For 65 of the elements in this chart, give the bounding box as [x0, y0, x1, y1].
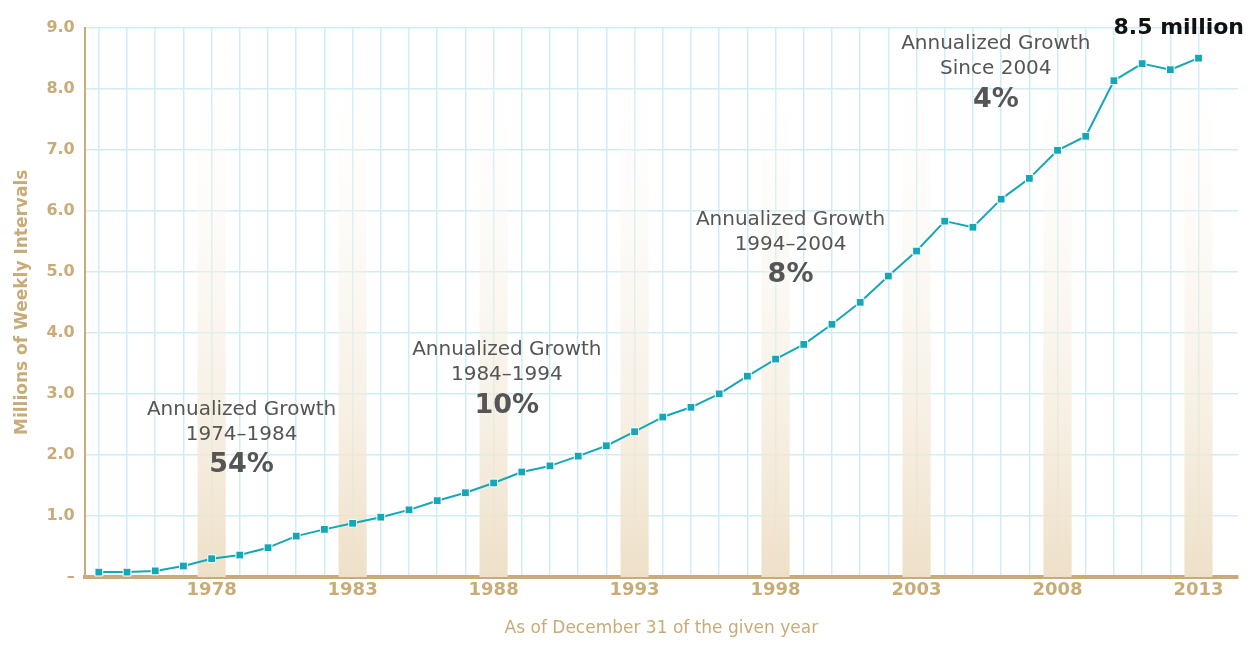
point [1137, 59, 1147, 69]
y-tick-label: 4.0 [46, 321, 75, 341]
y-tick-label: – [66, 566, 75, 586]
point [235, 550, 245, 560]
point [602, 441, 611, 451]
point [1081, 131, 1091, 141]
x-tick-label: 1998 [750, 578, 801, 600]
annotation: Annualized Growth 1984–1994 10% [412, 336, 602, 420]
y-tick-label: 2.0 [46, 444, 75, 464]
point [686, 402, 696, 412]
point [291, 531, 301, 541]
annotation: Annualized Growth Since 2004 4% [901, 30, 1091, 114]
point [940, 216, 950, 226]
y-tick-label: 5.0 [46, 260, 75, 280]
point [573, 451, 583, 461]
point [404, 505, 414, 515]
y-tick-label: 9.0 [46, 16, 75, 36]
point [207, 554, 217, 564]
y-tick-label: 6.0 [46, 199, 75, 219]
x-tick-label: 1993 [609, 578, 660, 600]
x-axis-title: As of December 31 of the given year [504, 617, 819, 638]
point [179, 561, 188, 571]
point [996, 194, 1006, 204]
point [855, 297, 865, 307]
y-tick-label: 3.0 [46, 383, 75, 403]
point [1053, 145, 1062, 155]
x-tick-label: 1983 [327, 578, 378, 600]
point [348, 518, 357, 528]
y-tick-label: 8.0 [46, 77, 75, 97]
point [630, 427, 639, 437]
point [517, 467, 527, 477]
point [150, 566, 160, 576]
point [714, 389, 724, 399]
x-tick-label: 1988 [468, 578, 519, 600]
y-axis-title: Millions of Weekly Intervals [10, 169, 31, 435]
point [461, 488, 470, 498]
point [1024, 173, 1034, 183]
point [771, 354, 780, 364]
annotation: Annualized Growth 1974–1984 54% [146, 395, 337, 479]
x-tick-label: 1978 [186, 578, 237, 600]
point [827, 319, 837, 329]
point [799, 340, 809, 349]
point [545, 461, 555, 471]
point [1194, 53, 1203, 63]
point [320, 525, 329, 534]
y-tick-label: 1.0 [46, 505, 75, 525]
point [432, 496, 442, 506]
point [94, 567, 104, 577]
point [1165, 65, 1175, 75]
y-tick-label: 7.0 [46, 138, 75, 158]
point [742, 371, 752, 381]
x-tick-label: 2013 [1173, 578, 1224, 600]
point [1109, 76, 1119, 86]
point [658, 412, 668, 422]
point [122, 567, 132, 577]
annotation: 8.5 million [1113, 13, 1244, 39]
x-tick-label: 2003 [891, 578, 942, 600]
annotation: Annualized Growth 1994–2004 8% [695, 205, 886, 289]
point [263, 543, 273, 553]
point [912, 246, 921, 256]
x-tick-label: 2008 [1032, 578, 1083, 600]
point [883, 271, 893, 281]
point [376, 512, 386, 522]
point [968, 222, 978, 232]
point [489, 478, 498, 488]
